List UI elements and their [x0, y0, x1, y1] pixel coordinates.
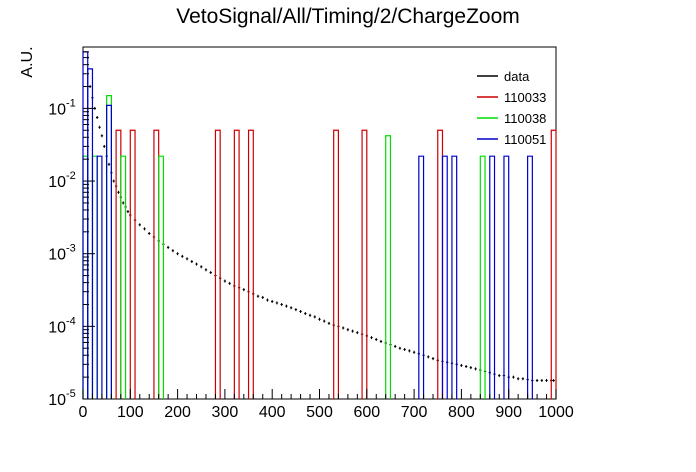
bar-110033	[129, 129, 136, 399]
x-tick-label: 800	[448, 404, 475, 421]
bar-110033	[214, 129, 221, 399]
y-tick-exponent: -3	[66, 243, 76, 255]
bar-110033	[361, 129, 368, 399]
y-tick-exponent: -1	[66, 97, 76, 109]
bar-110051	[451, 155, 458, 399]
bar-110033	[333, 129, 340, 399]
series-110033	[115, 129, 557, 399]
x-tick-label: 300	[212, 404, 239, 421]
bar-110038	[106, 95, 112, 399]
x-tick-label: 400	[259, 404, 286, 421]
series-layer	[82, 51, 557, 399]
bar-110038	[385, 135, 392, 399]
bar-110033	[153, 129, 160, 399]
bar-110033	[437, 129, 444, 399]
x-tick-label: 100	[117, 404, 144, 421]
series-110038	[82, 95, 486, 399]
x-tick-label: 600	[353, 404, 380, 421]
bar-110038	[158, 155, 165, 399]
bar-110051	[82, 51, 89, 399]
legend-label-110038: 110038	[504, 111, 546, 126]
y-tick-label: 10	[48, 392, 66, 409]
bar-110051	[96, 155, 103, 399]
y-tick-label: 10	[48, 319, 66, 336]
y-tick-label: 10	[48, 174, 66, 191]
bar-110051	[489, 155, 496, 399]
x-tick-label: 200	[164, 404, 191, 421]
bar-110051	[441, 155, 448, 399]
y-tick-label: 10	[48, 247, 66, 264]
y-tick-exponent: -2	[66, 170, 76, 182]
bar-110051	[418, 155, 425, 399]
bar-110033	[247, 129, 254, 399]
legend-label-110051: 110051	[504, 132, 546, 147]
bar-110038	[91, 155, 98, 399]
bar-110051	[87, 68, 94, 399]
bar-110051	[106, 104, 112, 399]
bar-110038	[479, 155, 486, 399]
bar-110038	[120, 155, 127, 399]
legend: data 110033 110038 110051	[477, 69, 546, 147]
bar-110051	[503, 155, 510, 399]
y-tick-label: 10	[48, 101, 66, 118]
legend-label-110033: 110033	[504, 90, 546, 105]
y-tick-exponent: -5	[66, 388, 76, 400]
x-tick-label: 900	[495, 404, 522, 421]
bar-110033	[233, 129, 240, 399]
series-110051	[82, 51, 533, 399]
chart-title: VetoSignal/All/Timing/2/ChargeZoom	[176, 5, 520, 28]
axis-layer: 0 100 200 300 400 500 600 700 800 900 100010-510-4…	[48, 51, 574, 421]
legend-label-data: data	[504, 69, 530, 84]
x-tick-label: 500	[306, 404, 333, 421]
y-tick-exponent: -4	[66, 315, 76, 327]
bar-110051	[527, 155, 533, 399]
bar-110033	[115, 129, 122, 399]
bar-110033	[550, 129, 557, 399]
x-tick-label: 1000	[538, 404, 574, 421]
x-tick-label: 700	[401, 404, 428, 421]
y-axis-label: A.U.	[19, 46, 36, 77]
x-tick-label: 0	[79, 404, 88, 421]
